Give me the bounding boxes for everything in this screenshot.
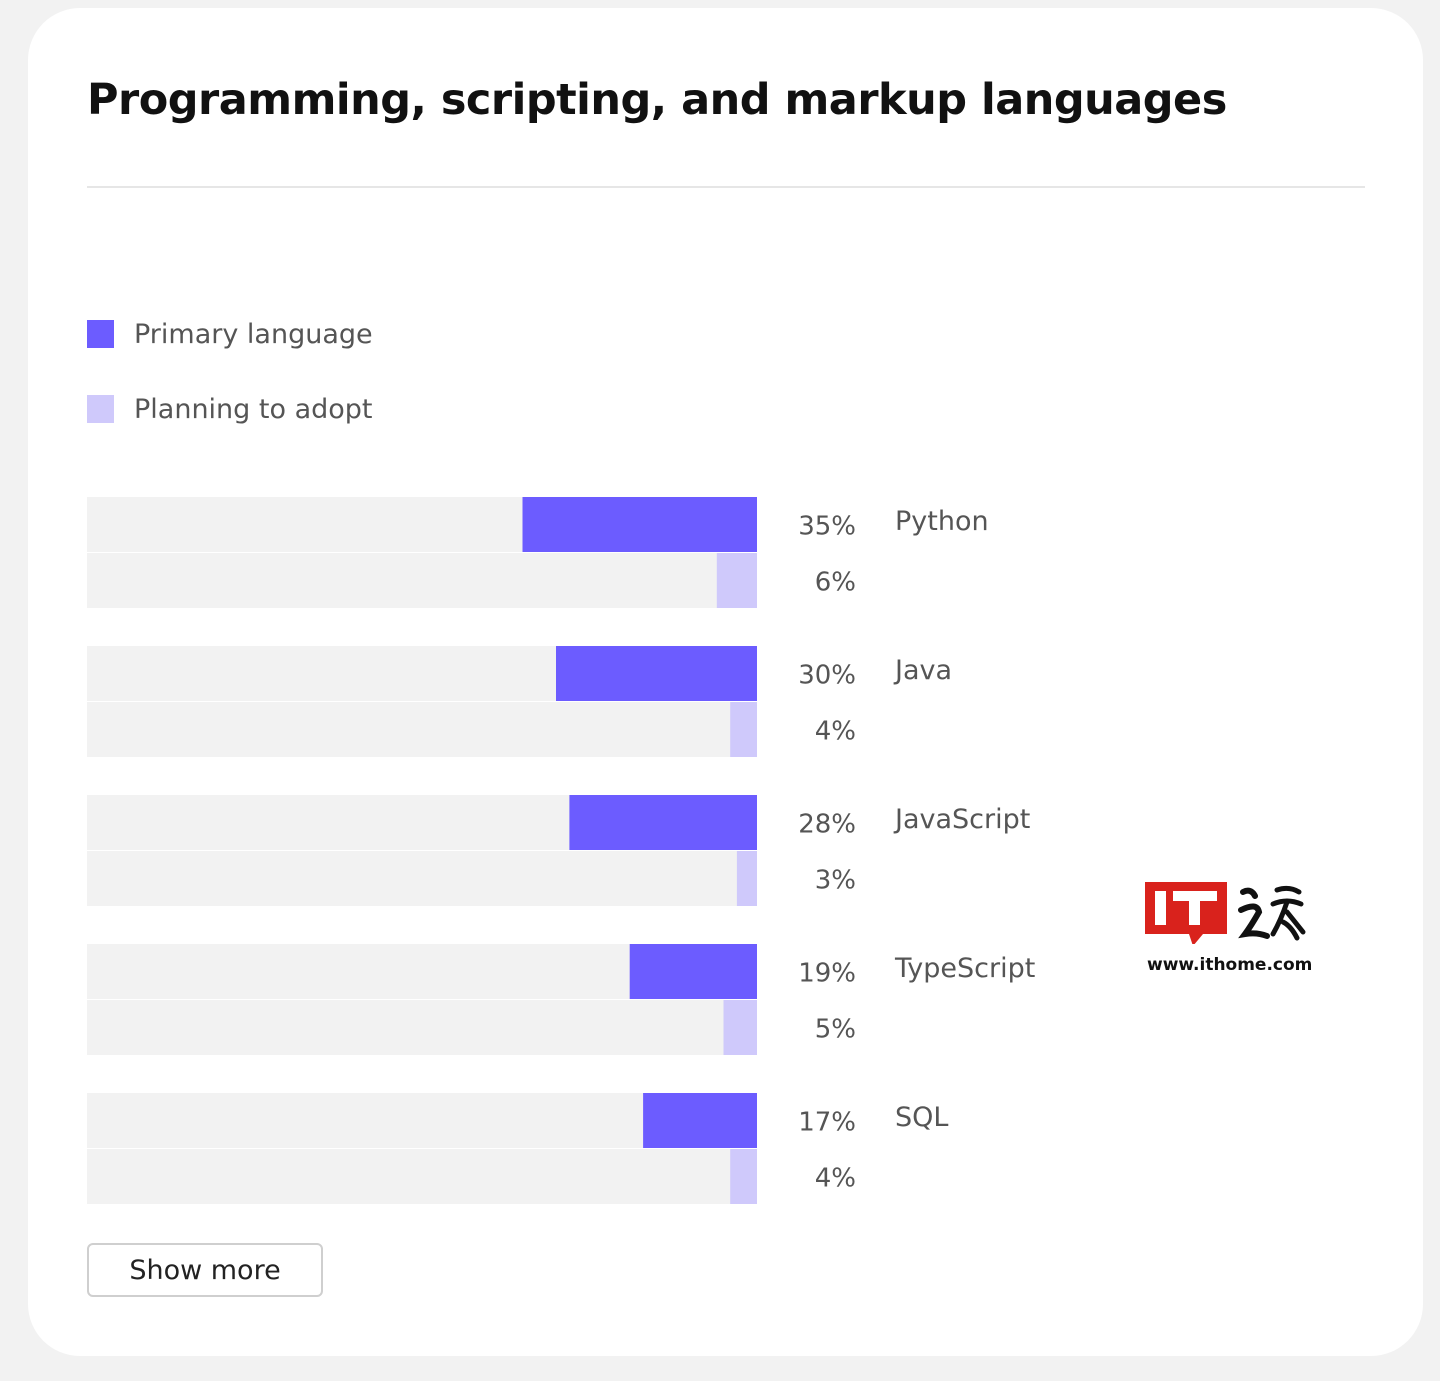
value-label-primary: 17% [798,1108,856,1138]
value-label-primary: 28% [798,810,856,840]
value-label-primary: 19% [798,959,856,989]
bar-planning [716,553,757,608]
value-label-primary: 35% [798,512,856,542]
bar-primary [556,646,757,701]
bar-primary [569,795,757,850]
bar-track [87,702,757,757]
ithome-calligraphy-icon [1238,885,1306,941]
bar-planning [736,851,757,906]
legend-swatch-primary [87,320,114,348]
watermark-url: www.ithome.com [1147,955,1313,975]
bar-primary [643,1093,757,1148]
legend-item-planning: Planning to adopt [87,393,373,425]
value-label-planning: 3% [815,866,856,896]
legend-swatch-planning [87,395,114,423]
bar-track [87,1000,757,1055]
title-divider [87,186,1365,188]
value-label-planning: 6% [815,568,856,598]
category-label: TypeScript [894,953,1035,984]
category-label: Python [895,506,989,537]
bar-track [87,553,757,608]
legend-label-primary: Primary language [134,318,373,350]
legend-label-planning: Planning to adopt [134,393,373,425]
bar-primary [629,944,757,999]
legend-item-primary: Primary language [87,318,373,350]
value-label-planning: 4% [815,1164,856,1194]
bar-primary [522,497,757,552]
bar-track [87,1149,757,1204]
category-label: SQL [895,1102,948,1133]
category-label: Java [893,655,952,686]
value-label-primary: 30% [798,661,856,691]
ithome-watermark: www.ithome.com [1145,882,1313,982]
chart-title: Programming, scripting, and markup langu… [87,75,1227,125]
ithome-logo-icon [1145,882,1227,944]
bar-planning [730,1149,757,1204]
value-label-planning: 4% [815,717,856,747]
bar-planning [723,1000,757,1055]
category-label: JavaScript [893,804,1030,835]
show-more-button[interactable]: Show more [87,1243,323,1297]
bar-track [87,851,757,906]
value-label-planning: 5% [815,1015,856,1045]
bar-planning [730,702,757,757]
